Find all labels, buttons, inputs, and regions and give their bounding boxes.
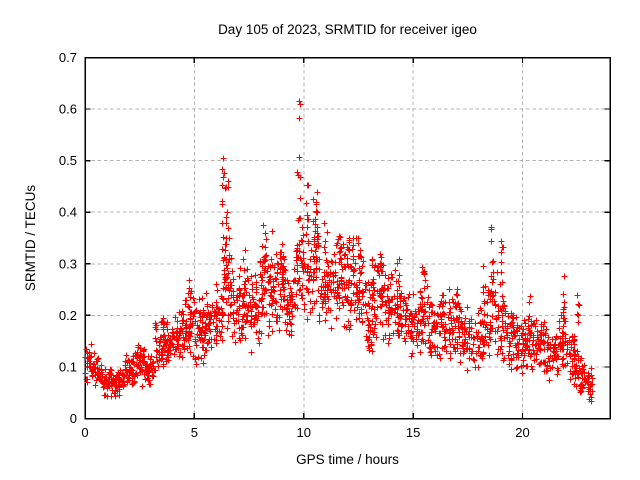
chart-title: Day 105 of 2023, SRMTID for receiver ige… [218,22,477,37]
tick-labels: 0 0.1 0.2 0.3 0.4 0.5 0.6 0.7 0 5 10 15 20 [59,50,530,440]
x-tick-label: 5 [191,425,198,440]
x-axis-label: GPS time / hours [296,452,399,467]
y-tick-label: 0.2 [59,308,77,323]
y-tick-label: 0.4 [59,205,77,220]
data-points [82,98,596,405]
y-tick-label: 0.3 [59,256,77,271]
y-tick-label: 0.1 [59,359,77,374]
y-tick-label: 0 [70,411,77,426]
x-tick-label: 10 [297,425,311,440]
y-tick-label: 0.6 [59,102,77,117]
x-tick-label: 0 [81,425,88,440]
y-axis-label: SRMTID / TECUs [23,185,38,292]
y-tick-label: 0.7 [59,50,77,65]
x-tick-label: 15 [406,425,420,440]
plot-border [84,56,611,420]
x-tick-label: 20 [515,425,529,440]
y-tick-label: 0.5 [59,153,77,168]
